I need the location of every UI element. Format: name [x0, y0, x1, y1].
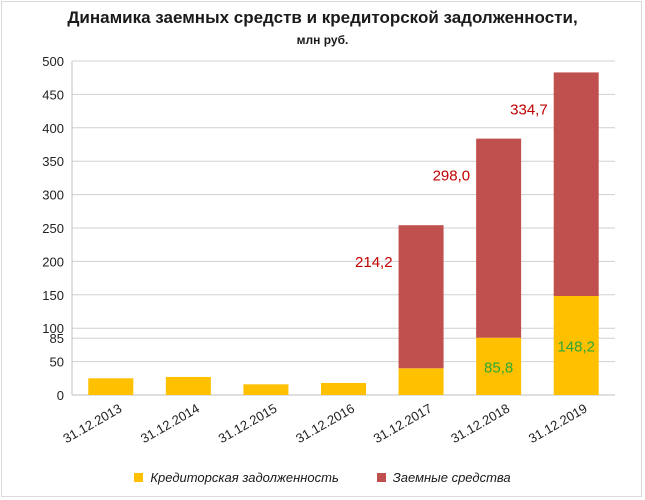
- x-tick-label: 31.12.2016: [293, 401, 357, 447]
- bar-payables: [398, 368, 444, 395]
- x-tick-label: 31.12.2018: [448, 401, 512, 447]
- y-tick-label: 450: [42, 87, 64, 102]
- legend-item-payables: Кредиторская задолженность: [134, 470, 339, 485]
- y-tick-label: 500: [42, 54, 64, 69]
- y-tick-label: 0: [57, 388, 64, 403]
- y-tick-label: 350: [42, 154, 64, 169]
- bar-payables: [165, 376, 211, 395]
- legend-label-payables: Кредиторская задолженность: [150, 470, 339, 485]
- bar-borrowings: [476, 138, 522, 338]
- x-tick-label: 31.12.2015: [216, 401, 280, 447]
- legend-swatch-borrowings: [376, 473, 386, 482]
- chart-title: Динамика заемных средств и кредиторской …: [67, 8, 578, 27]
- data-label-borrowings: 334,7: [510, 101, 548, 118]
- y-tick-label: 400: [42, 121, 64, 136]
- y-tick-label: 150: [42, 288, 64, 303]
- legend-item-borrowings: Заемные средства: [376, 470, 511, 485]
- x-tick-label: 31.12.2014: [138, 401, 202, 447]
- legend-swatch-payables: [134, 473, 144, 482]
- data-label-borrowings: 298,0: [433, 168, 471, 185]
- chart-legend: Кредиторская задолженность Заемные средс…: [0, 470, 645, 485]
- x-tick-label: 31.12.2017: [371, 401, 435, 447]
- y-tick-label: 200: [42, 254, 64, 269]
- bar-payables: [243, 384, 289, 395]
- bar-payables: [88, 378, 134, 395]
- data-label-borrowings: 214,2: [355, 254, 393, 271]
- data-label-payables: 85,8: [484, 359, 513, 376]
- x-tick-label: 31.12.2013: [60, 401, 124, 447]
- bar-payables: [553, 296, 599, 395]
- chart-subtitle: млн руб.: [296, 33, 349, 47]
- y-tick-label: 300: [42, 188, 64, 203]
- bar-borrowings: [553, 72, 599, 297]
- y-tick-label: 100: [42, 321, 64, 336]
- x-tick-label: 31.12.2019: [526, 401, 590, 447]
- y-tick-label: 250: [42, 221, 64, 236]
- bar-payables: [476, 337, 522, 395]
- bar-borrowings: [398, 225, 444, 369]
- data-label-payables: 148,2: [557, 339, 595, 356]
- bar-payables: [321, 382, 366, 395]
- y-tick-label: 50: [50, 355, 64, 370]
- legend-label-borrowings: Заемные средства: [392, 470, 511, 485]
- y-tick-label: 85: [50, 331, 64, 346]
